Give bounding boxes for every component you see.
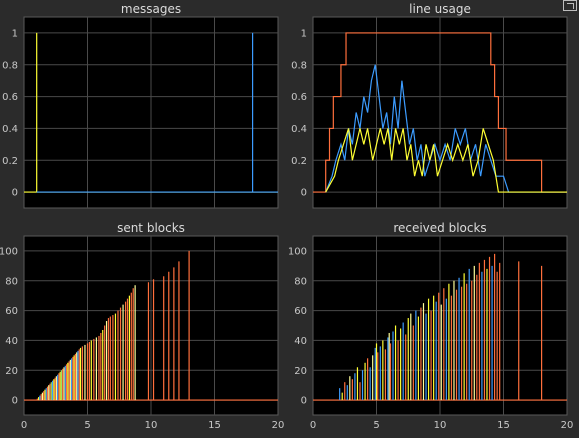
plot-line-usage: line usage 0 0.2 0.4 0.6 0.8 1 (291, 2, 568, 209)
y-tick-label: 0.4 (291, 124, 307, 135)
plot-sent-blocks: sent blocks 0 20 40 60 80 100 0 5 10 15 20 (0, 221, 284, 431)
y-tick-label: 100 (288, 246, 307, 257)
y-tick-label: 1 (12, 28, 18, 39)
x-tick-label: 15 (208, 420, 221, 431)
plot-title: sent blocks (117, 221, 185, 235)
plot-lines (313, 253, 567, 401)
series-line-2 (325, 128, 567, 193)
plot-lines (24, 250, 278, 401)
y-tick-label: 0 (301, 396, 307, 407)
x-tick-label: 0 (310, 420, 316, 431)
x-tick-label: 5 (84, 420, 90, 431)
plot-lines (313, 32, 567, 193)
plot-lines (24, 32, 278, 193)
plot-received-blocks: received blocks 0 20 40 60 80 100 0 5 10 15 20 (288, 221, 573, 431)
y-tick-label: 40 (294, 336, 307, 347)
y-tick-label: 60 (294, 306, 307, 317)
y-tick-label: 0.2 (291, 156, 307, 167)
y-tick-label: 0 (12, 188, 18, 199)
x-tick-label: 0 (21, 420, 27, 431)
series-line-1 (325, 64, 567, 193)
y-tick-label: 0.2 (2, 156, 18, 167)
y-tick-label: 40 (5, 336, 18, 347)
y-tick-label: 0.8 (291, 60, 307, 71)
y-tick-label: 0 (12, 396, 18, 407)
y-tick-label: 1 (301, 28, 307, 39)
y-tick-label: 0.6 (2, 92, 18, 103)
y-tick-label: 0 (301, 188, 307, 199)
x-tick-label: 10 (145, 420, 158, 431)
series-line-1 (36, 32, 278, 193)
series-line-0 (313, 32, 567, 193)
y-tick-label: 80 (5, 276, 18, 287)
x-tick-label: 5 (373, 420, 379, 431)
y-tick-label: 0.4 (2, 124, 18, 135)
y-tick-label: 0.8 (2, 60, 18, 71)
x-tick-label: 20 (272, 420, 285, 431)
y-tick-label: 20 (294, 366, 307, 377)
y-tick-label: 100 (0, 246, 18, 257)
undock-icon[interactable] (563, 0, 577, 11)
plot-title: received blocks (393, 221, 486, 235)
x-tick-label: 15 (497, 420, 510, 431)
x-tick-label: 10 (434, 420, 447, 431)
y-tick-label: 60 (5, 306, 18, 317)
y-tick-label: 0.6 (291, 92, 307, 103)
plot-messages: messages 0 0.2 0.4 0.6 0.8 1 (2, 2, 279, 209)
plot-title: messages (121, 2, 181, 16)
plot-title: line usage (409, 2, 471, 16)
y-tick-label: 20 (5, 366, 18, 377)
x-tick-label: 20 (561, 420, 574, 431)
y-tick-label: 80 (294, 276, 307, 287)
